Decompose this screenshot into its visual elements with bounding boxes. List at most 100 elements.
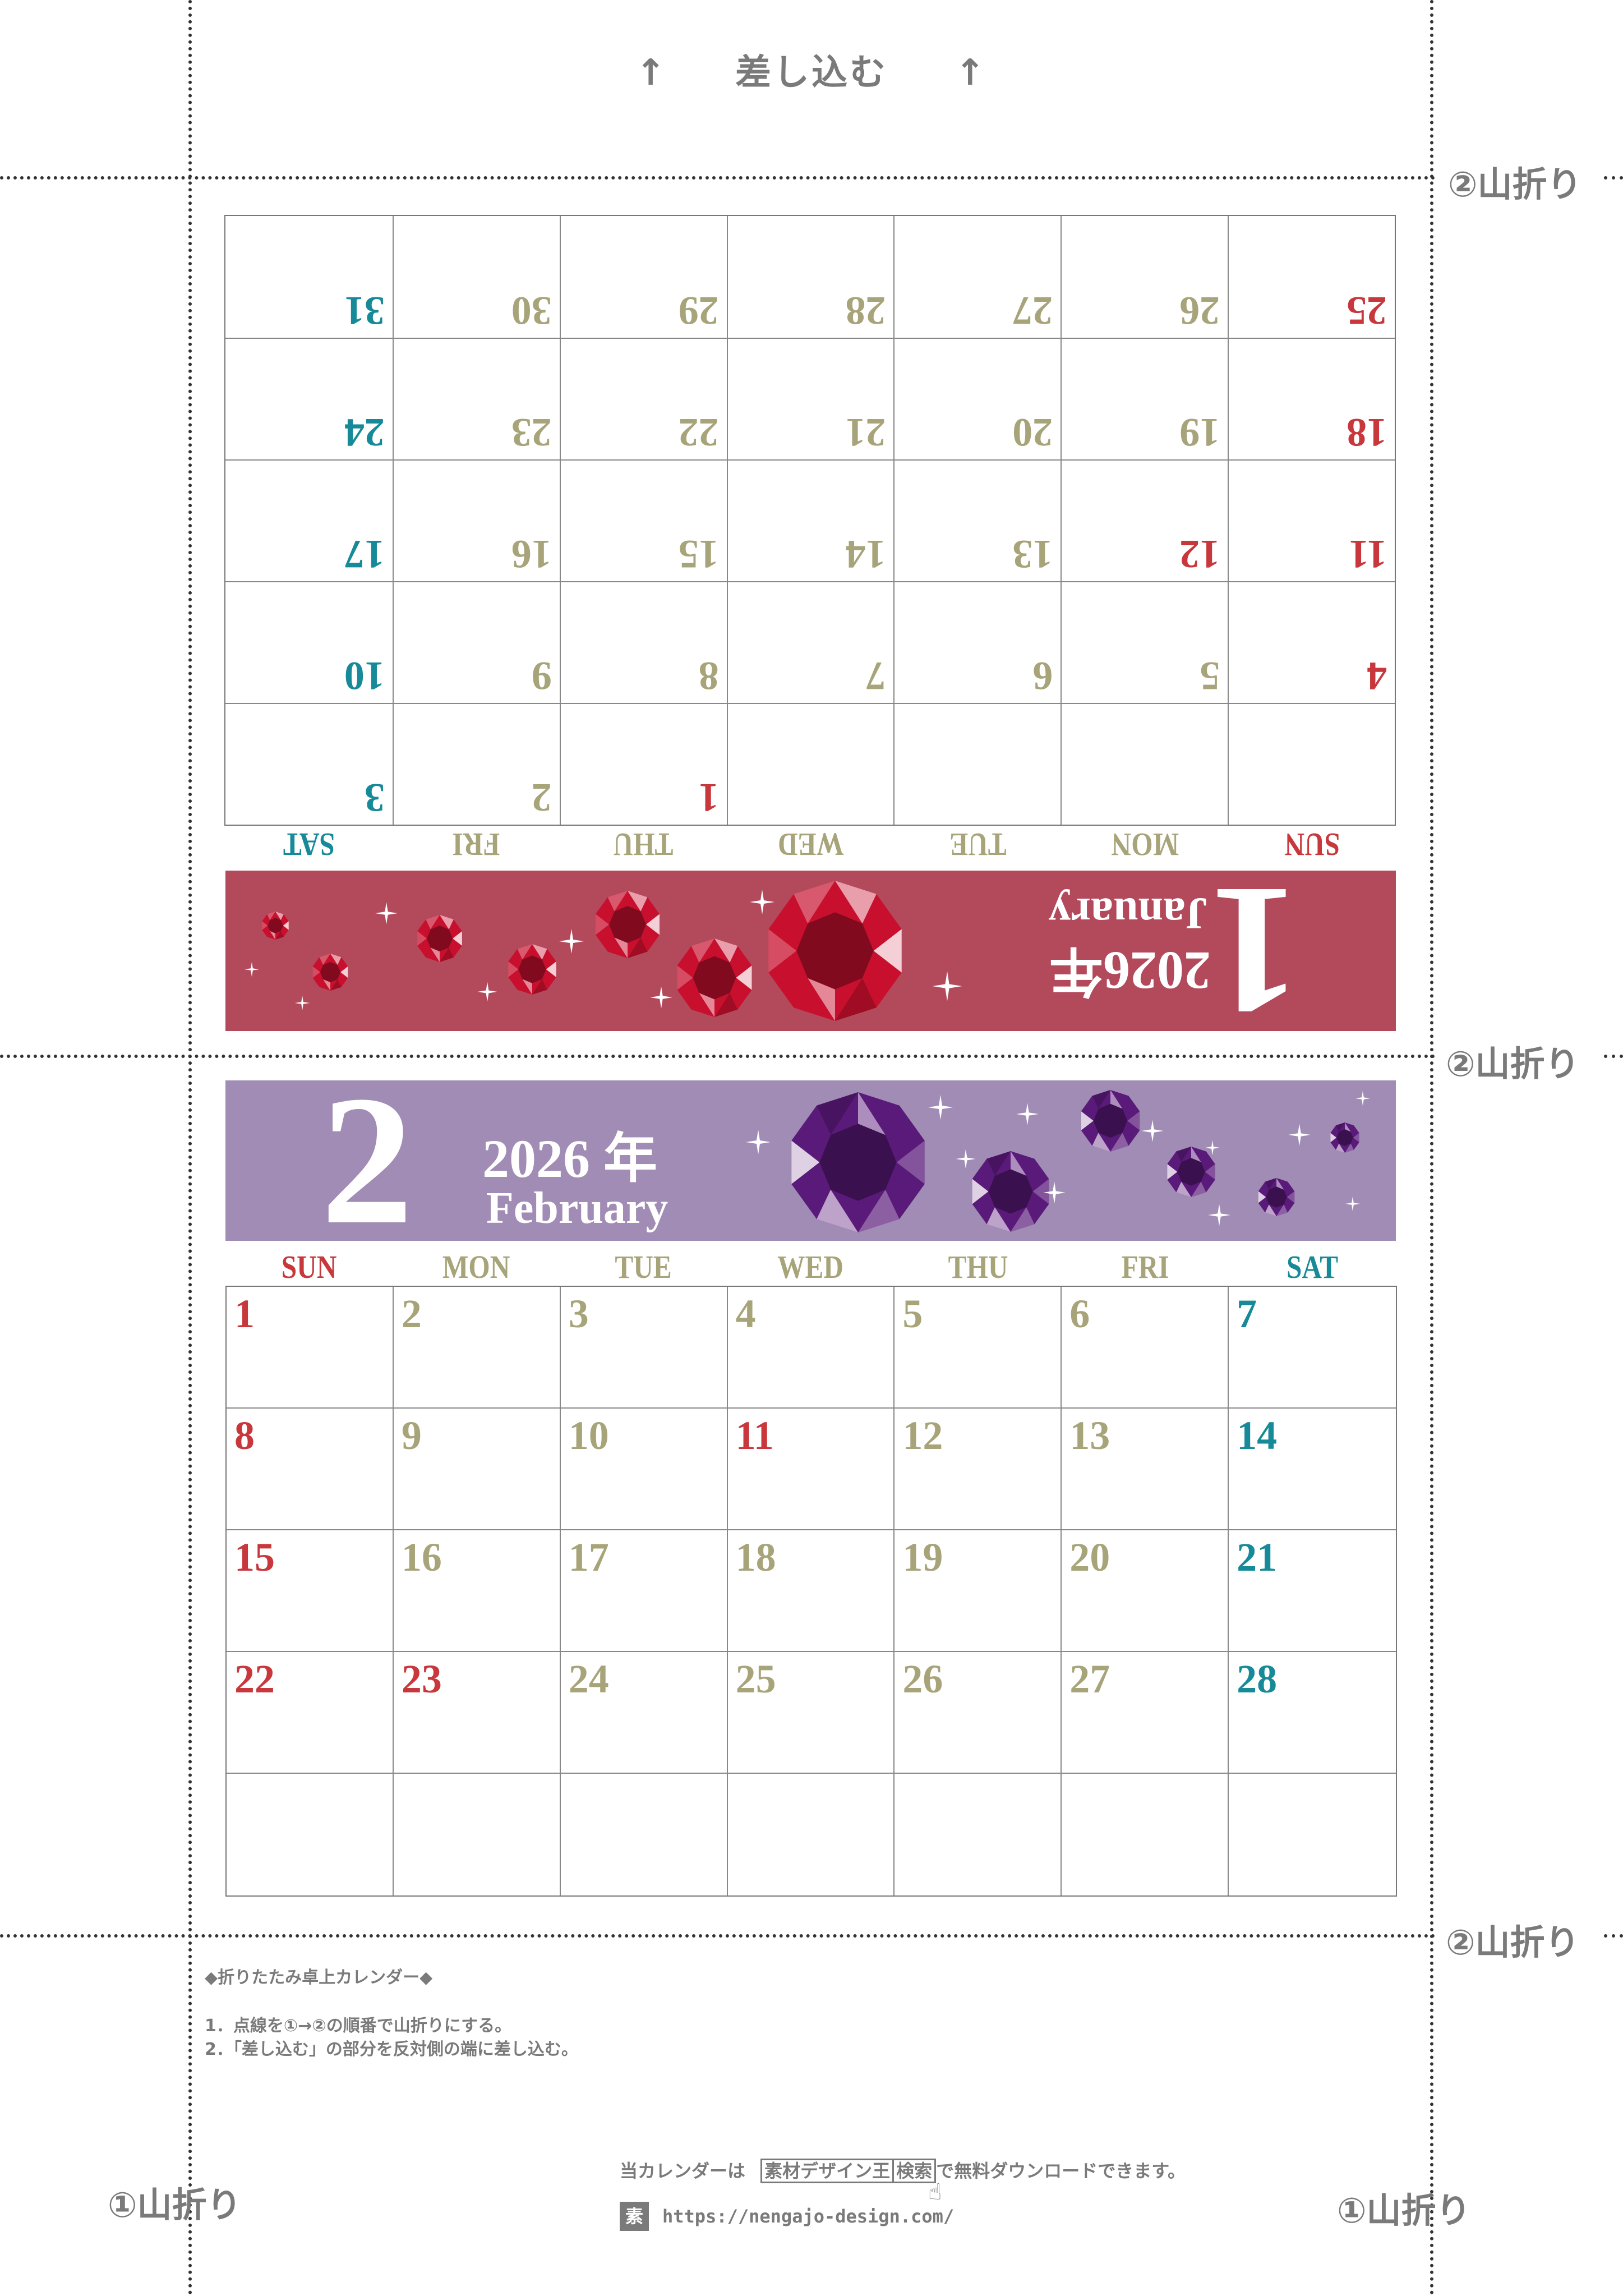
weekday-tue: TUE xyxy=(615,1249,672,1285)
weekday-mon: MON xyxy=(1111,826,1179,863)
day-cell: 12 xyxy=(895,1409,1062,1530)
day-cell: 4 xyxy=(727,1287,895,1409)
insert-tab-label: ↑ 差し込む ↑ xyxy=(0,44,1623,95)
day-cell: 30 xyxy=(392,216,560,338)
day-cell: 24 xyxy=(225,338,393,459)
day-cell: 3 xyxy=(560,1287,728,1409)
day-number: 20 xyxy=(1012,410,1053,455)
search-box[interactable]: 素材デザイン王 検索 xyxy=(760,2159,937,2183)
day-cell: 25 xyxy=(727,1652,895,1774)
day-number: 12 xyxy=(1179,532,1220,577)
day-cell: 2 xyxy=(393,1287,561,1409)
day-cell: 22 xyxy=(227,1652,394,1774)
day-number: 17 xyxy=(344,532,385,577)
day-number: 1 xyxy=(698,775,719,820)
empty-cell xyxy=(227,1774,394,1895)
day-number: 13 xyxy=(1012,532,1053,577)
day-number: 5 xyxy=(1200,654,1220,698)
weekday-header: SUN MON TUE WED THU FRI SAT xyxy=(225,826,1396,863)
day-number: 22 xyxy=(234,1657,275,1701)
empty-cell xyxy=(1228,703,1395,825)
fold-label-2-middle: ②山折り xyxy=(1446,1043,1580,1084)
day-cell: 18 xyxy=(727,1530,895,1652)
day-cell: 8 xyxy=(227,1409,394,1530)
day-number: 7 xyxy=(865,654,886,698)
fold-line-left xyxy=(188,0,192,2296)
day-cell: 10 xyxy=(225,581,393,703)
day-number: 21 xyxy=(845,410,886,455)
day-number: 23 xyxy=(401,1657,442,1701)
day-number: 11 xyxy=(1348,532,1387,577)
empty-cell xyxy=(561,1774,728,1895)
day-number: 27 xyxy=(1012,288,1053,333)
day-cell: 21 xyxy=(1229,1530,1396,1652)
day-cell: 27 xyxy=(893,216,1061,338)
site-link[interactable]: 素 https://nengajo-design.com/ xyxy=(620,2202,954,2231)
day-number: 22 xyxy=(678,410,719,455)
day-cell: 1 xyxy=(559,703,727,825)
instructions-step-1: 1．点線を①→②の順番で山折りにする。 xyxy=(205,2016,512,2036)
day-number: 19 xyxy=(902,1535,943,1580)
calendar-february: 2 2026 年 February SUN MON TUE WED THU FRI SAT … xyxy=(225,1080,1397,1897)
day-cell: 25 xyxy=(1228,216,1395,338)
day-number: 23 xyxy=(511,410,552,455)
download-note: 当カレンダーは 素材デザイン王 検索 で無料ダウンロードできます。 xyxy=(620,2157,1186,2183)
day-number: 4 xyxy=(735,1291,756,1336)
day-cell: 12 xyxy=(1061,459,1228,581)
day-number: 13 xyxy=(1069,1413,1110,1458)
empty-cell xyxy=(1061,703,1228,825)
weekday-sun: SUN xyxy=(281,1249,337,1285)
empty-cell xyxy=(1062,1774,1229,1895)
day-cell: 26 xyxy=(1061,216,1228,338)
day-number: 9 xyxy=(401,1413,422,1458)
day-number: 4 xyxy=(1367,654,1387,698)
day-cell: 19 xyxy=(895,1530,1062,1652)
day-number: 14 xyxy=(845,532,886,577)
day-cell: 7 xyxy=(1229,1287,1396,1409)
day-number: 12 xyxy=(902,1413,943,1458)
day-number: 7 xyxy=(1237,1291,1257,1336)
day-number: 19 xyxy=(1179,410,1220,455)
day-cell: 17 xyxy=(560,1530,728,1652)
weekday-mon: MON xyxy=(442,1249,510,1285)
day-cell: 19 xyxy=(1061,338,1228,459)
day-number: 15 xyxy=(234,1535,275,1580)
empty-cell xyxy=(893,703,1061,825)
weekday-wed: WED xyxy=(777,826,844,863)
day-cell: 13 xyxy=(893,459,1061,581)
day-number: 18 xyxy=(1347,410,1387,455)
day-number: 29 xyxy=(678,288,719,333)
day-number: 31 xyxy=(344,288,385,333)
day-number: 5 xyxy=(902,1291,923,1336)
weekday-fri: FRI xyxy=(1121,1249,1169,1285)
day-cell: 15 xyxy=(227,1530,394,1652)
day-number: 15 xyxy=(678,532,719,577)
day-cell: 20 xyxy=(893,338,1061,459)
fold-label-2-top: ②山折り xyxy=(1448,164,1582,205)
fold-line-right-bottom xyxy=(1604,1934,1623,1938)
day-number: 14 xyxy=(1237,1413,1278,1458)
day-number: 1 xyxy=(234,1291,255,1336)
day-number: 30 xyxy=(511,288,552,333)
site-logo: 素 xyxy=(620,2202,649,2231)
weekday-fri: FRI xyxy=(452,826,500,863)
day-cell: 1 xyxy=(227,1287,394,1409)
day-cell: 8 xyxy=(559,581,727,703)
day-cell: 6 xyxy=(1062,1287,1229,1409)
site-url[interactable]: https://nengajo-design.com/ xyxy=(662,2206,955,2227)
weekday-thu: THU xyxy=(613,826,674,863)
arrow-up-icon: ↑ xyxy=(955,52,988,94)
day-cell: 17 xyxy=(225,459,393,581)
day-cell: 9 xyxy=(393,1409,561,1530)
empty-cell xyxy=(728,1774,895,1895)
search-button[interactable]: 検索 xyxy=(892,2160,933,2182)
amethyst-gems-decoration xyxy=(746,1090,1371,1232)
fold-line-middle xyxy=(0,1055,1436,1058)
weekday-sat: SAT xyxy=(283,826,335,863)
day-cell: 7 xyxy=(726,581,894,703)
calendar-grid: 1 2 3 4 5 6 7 8 9 10 11 12 13 14 15 16 17 18 19 20 21 22 23 24 2… xyxy=(224,215,1396,826)
day-cell: 22 xyxy=(559,338,727,459)
day-cell: 10 xyxy=(560,1409,728,1530)
ruby-gems-decoration xyxy=(244,881,962,1021)
day-number: 9 xyxy=(531,654,552,698)
